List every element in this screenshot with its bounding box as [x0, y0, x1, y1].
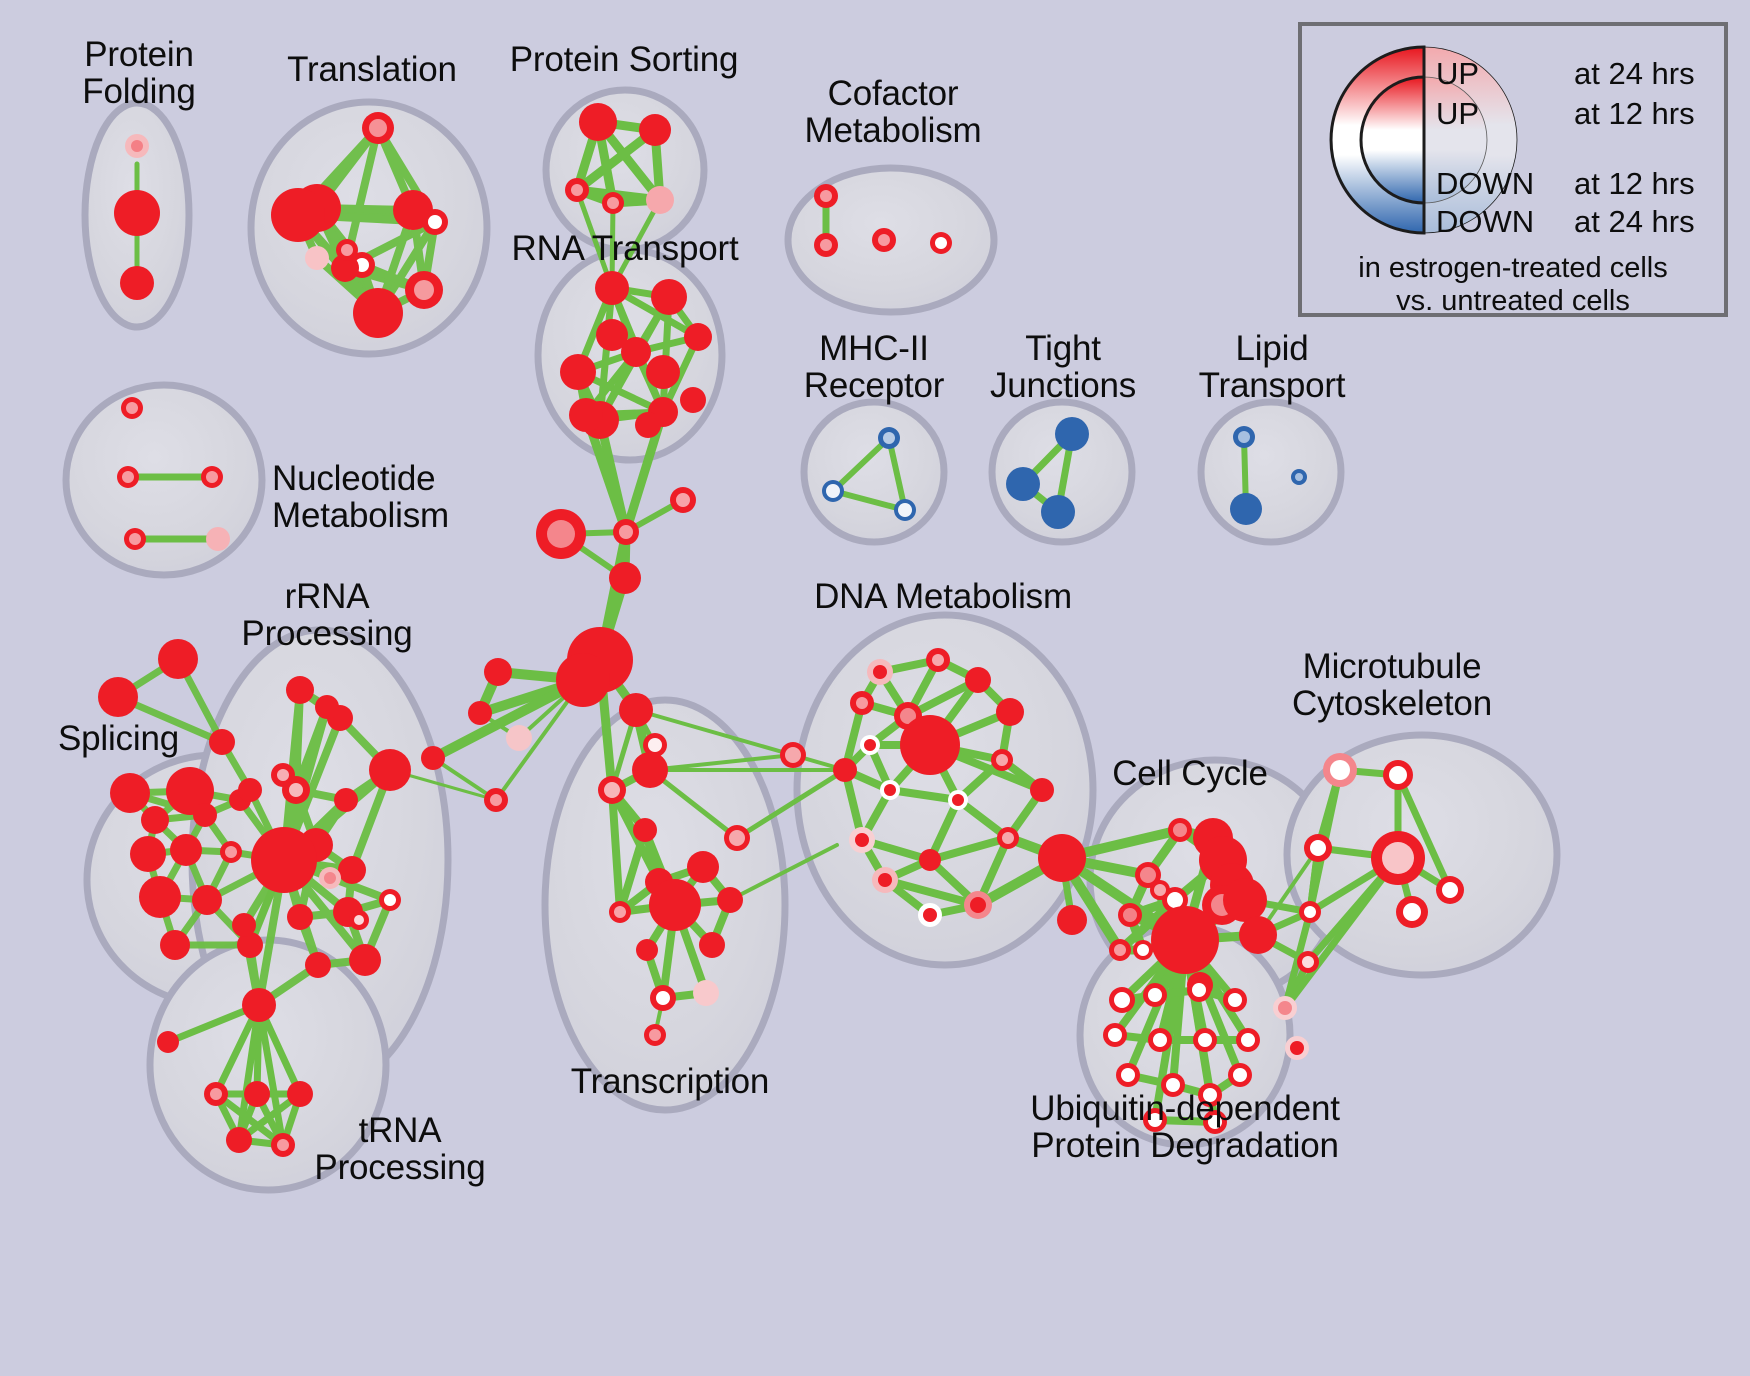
legend-color-wheel [1329, 45, 1518, 235]
cluster-label-microtubule-cytoskeleton: Microtubule Cytoskeleton [1292, 647, 1492, 724]
cluster-label-mhc-ii-receptor: MHC-II Receptor [803, 329, 945, 406]
cluster-label-cell-cycle: Cell Cycle [1112, 754, 1268, 793]
cluster-label-transcription: Transcription [570, 1062, 770, 1101]
legend-time-up-24: at 24 hrs [1574, 56, 1695, 91]
legend-keyword-up-12: UP [1436, 96, 1480, 131]
network-nodes [98, 103, 1464, 1157]
cluster-label-rna-transport: RNA Transport [511, 229, 739, 268]
halo-lipid-transport [1197, 398, 1345, 546]
cluster-label-dna-metabolism: DNA Metabolism [814, 577, 1072, 616]
cluster-label-cofactor-metabolism: Cofactor Metabolism [804, 74, 982, 151]
cluster-label-splicing: Splicing [58, 719, 179, 758]
cluster-label-protein-sorting: Protein Sorting [509, 40, 739, 79]
legend-time-down-24: at 24 hrs [1574, 204, 1695, 239]
halo-mhc-ii [800, 398, 948, 546]
cluster-label-lipid-transport: Lipid Transport [1198, 329, 1346, 406]
cluster-label-translation: Translation [287, 50, 457, 89]
cluster-label-trna-processing: tRNA Processing [314, 1111, 486, 1188]
cluster-label-ubiquitin-degradation: Ubiquitin-dependent Protein Degradation [1030, 1089, 1340, 1166]
legend-footer-line2: vs. untreated cells [1396, 285, 1630, 317]
legend-keyword-up-24: UP [1436, 56, 1480, 91]
halo-protein-sorting [542, 86, 708, 254]
legend-keyword-down-24: DOWN [1436, 204, 1535, 239]
legend-footer-line1: in estrogen-treated cells [1358, 252, 1668, 284]
cluster-label-protein-folding: Protein Folding [82, 35, 196, 112]
legend-box: UP at 24 hrs UP at 12 hrs DOWN at 12 hrs… [1298, 22, 1728, 317]
cluster-label-nucleotide-metabolism: Nucleotide Metabolism [272, 459, 449, 536]
cluster-label-rrna-processing: rRNA Processing [241, 577, 413, 654]
legend-keyword-down-12: DOWN [1436, 166, 1535, 201]
legend-time-up-12: at 12 hrs [1574, 96, 1695, 131]
cluster-label-tight-junctions: Tight Junctions [989, 329, 1137, 406]
legend-time-down-12: at 12 hrs [1574, 166, 1695, 201]
